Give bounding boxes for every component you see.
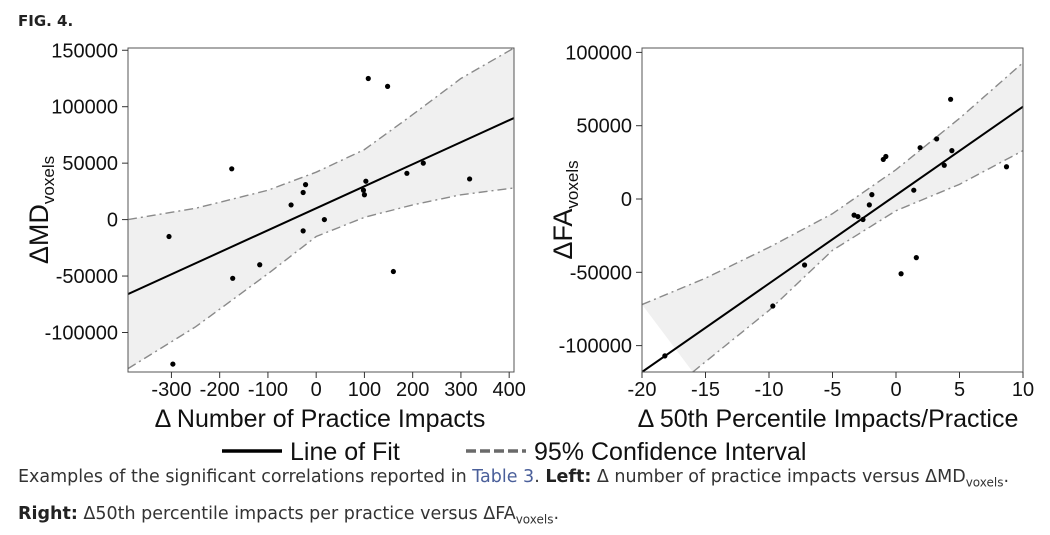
data-point (300, 189, 306, 196)
x-axis-label: Δ 50th Percentile Impacts/Practice (638, 405, 1019, 433)
x-tick-label: 400 (492, 379, 525, 401)
y-tick-label: -100000 (45, 322, 118, 344)
data-point (866, 202, 872, 208)
caption-left-label: Left: (545, 467, 592, 487)
x-tick-label: -100 (248, 379, 288, 401)
data-point (770, 303, 776, 309)
data-point (166, 233, 172, 240)
caption-right-label: Right: (18, 503, 78, 524)
x-tick-label: -5 (824, 379, 842, 401)
legend-fit-line-label: Line of Fit (290, 438, 400, 465)
data-point (949, 148, 955, 154)
y-axis-label-main: ΔFA (548, 209, 578, 260)
x-tick-label: 5 (954, 379, 965, 401)
data-point (911, 187, 917, 193)
fit-line (128, 117, 514, 296)
legend-ci-label: 95% Confidence Interval (534, 438, 806, 465)
figure-caption: Examples of the significant correlations… (18, 462, 1038, 535)
caption-text-1: Examples of the significant correlations… (18, 467, 473, 487)
y-tick-label: -50000 (56, 266, 118, 288)
data-point (662, 353, 668, 359)
data-point (302, 181, 309, 188)
plot-area (642, 62, 1023, 372)
plot-frame (127, 47, 515, 373)
ci-upper-line (642, 62, 1023, 306)
data-point (230, 275, 236, 281)
data-point (855, 213, 861, 220)
x-tick-label: 10 (1012, 379, 1034, 401)
data-point (917, 145, 923, 151)
x-tick-label: 100 (348, 379, 381, 401)
x-tick-label: 0 (890, 379, 901, 401)
y-axis-label: ΔMDvoxels (24, 156, 58, 264)
data-point (934, 136, 940, 142)
data-point (300, 228, 306, 234)
x-tick-label: -20 (628, 379, 657, 401)
data-point (801, 262, 808, 268)
data-point (948, 96, 954, 102)
y-tick-label: 100000 (565, 42, 632, 64)
data-point (467, 176, 473, 182)
x-tick-label: 0 (311, 379, 322, 401)
left-chart: -300 -200 -100 0 100 200 300 400 -100000 -50000 0 5… (24, 40, 526, 433)
legend: Line of Fit 95% Confidence Interval (222, 438, 806, 465)
fit-line (642, 105, 1023, 372)
data-point (384, 83, 391, 89)
y-axis-label-subscript: voxels (563, 160, 582, 208)
confidence-band (642, 62, 1023, 372)
table-3-link[interactable]: Table 3 (472, 467, 535, 487)
data-point (229, 166, 235, 172)
y-tick-label: -100000 (559, 336, 632, 358)
x-tick-label: -15 (691, 379, 720, 401)
data-point (1003, 164, 1010, 170)
data-point (913, 255, 919, 261)
data-point (170, 361, 176, 367)
data-point (390, 268, 396, 275)
y-axis-label-subscript: voxels (39, 156, 58, 204)
data-point (365, 75, 371, 82)
data-point (288, 202, 294, 208)
y-tick-label: 150000 (51, 40, 118, 62)
y-tick-label: 0 (621, 189, 632, 211)
y-axis-label: ΔFAvoxels (548, 160, 582, 259)
x-tick-label: 300 (444, 379, 477, 401)
caption-text-2: . (534, 467, 546, 487)
y-tick-label: -50000 (570, 262, 632, 284)
x-tick-label: -200 (200, 379, 240, 401)
caption-left-text: Δ number of practice impacts versus ΔMD (591, 467, 966, 487)
y-tick-label: 0 (107, 210, 118, 232)
data-point (898, 271, 904, 277)
data-point (361, 192, 368, 198)
data-point (869, 192, 875, 198)
caption-right-text: Δ50th percentile impacts per practice ve… (77, 503, 516, 524)
right-chart: -20 -15 -10 -5 0 5 10 -100000 -50000 0 50000 100000… (548, 42, 1034, 433)
y-tick-label: 100000 (51, 97, 118, 119)
x-axis-label: Δ Number of Practice Impacts (155, 405, 486, 433)
caption-right-subscript: voxels (515, 512, 554, 526)
x-tick-label: -300 (151, 379, 191, 401)
ci-lower-line (692, 150, 1023, 372)
data-point (883, 153, 889, 160)
data-point (321, 216, 327, 223)
data-point (257, 262, 263, 268)
figure-label: FIG. 4. (18, 12, 74, 30)
data-point (363, 178, 369, 184)
caption-text-3: . (1003, 467, 1010, 487)
data-point (360, 187, 367, 193)
confidence-band (128, 48, 514, 369)
ci-upper-line (128, 48, 514, 221)
y-tick-label: 50000 (62, 153, 118, 175)
data-point (860, 216, 866, 223)
data-point (941, 162, 947, 168)
x-tick-label: 200 (396, 379, 429, 401)
y-axis-label-main: ΔMD (24, 204, 54, 264)
y-tick-label: 50000 (576, 116, 632, 138)
figure-charts: -300 -200 -100 0 100 200 300 400-100000-5000005… (24, 40, 1034, 465)
caption-left-subscript: voxels (965, 475, 1004, 490)
plot-area (128, 48, 514, 370)
data-point (404, 170, 410, 176)
data-point (420, 160, 426, 166)
x-tick-label: -10 (755, 379, 784, 401)
caption-end: . (553, 503, 560, 524)
